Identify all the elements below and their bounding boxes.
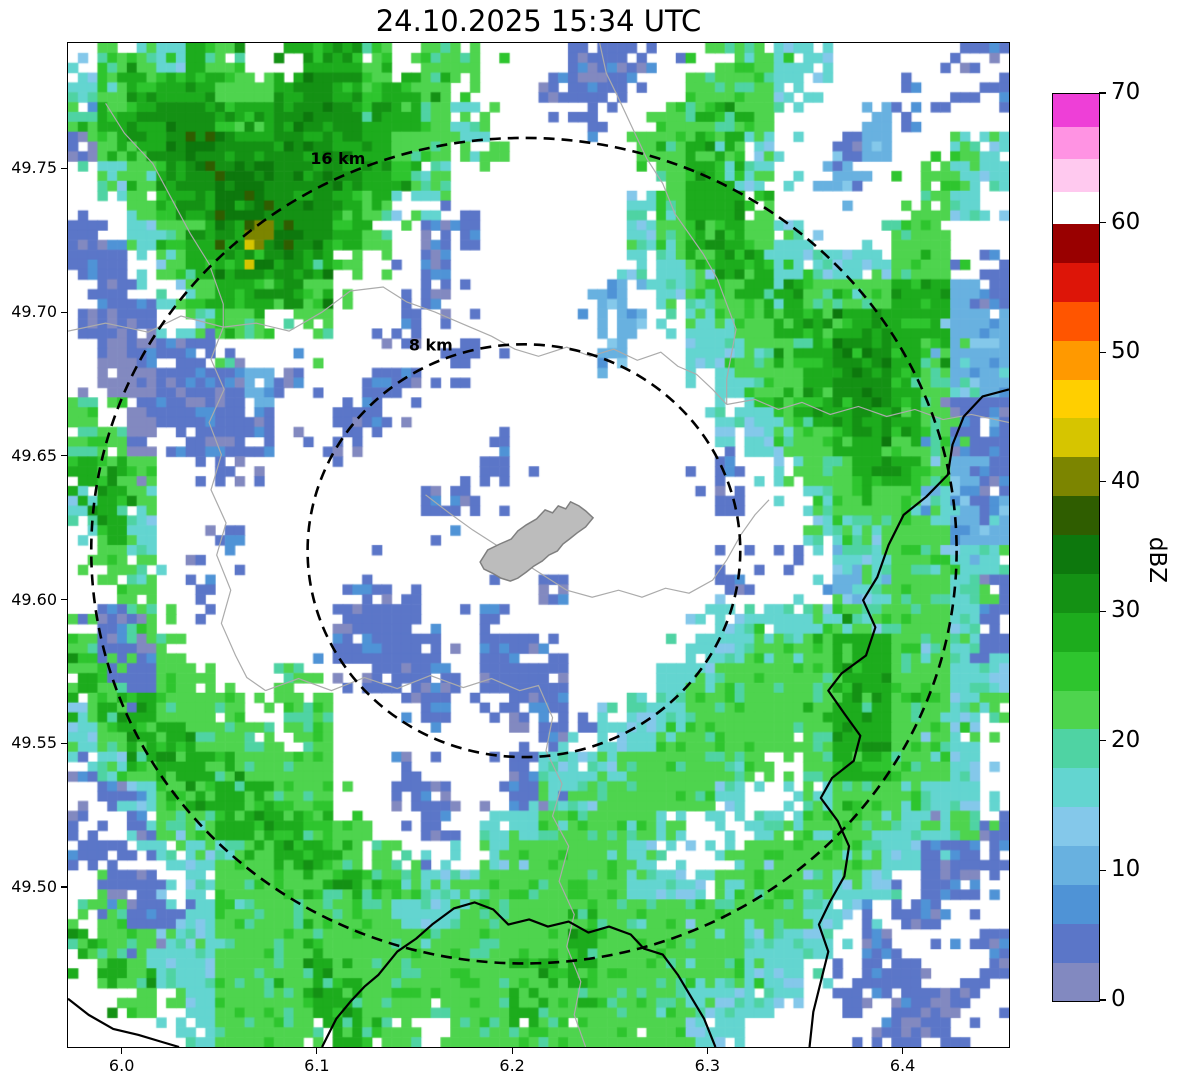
x-tick-label: 6.3 (694, 1056, 721, 1075)
radar-map-plot-area: 16 km 8 km (67, 42, 1010, 1048)
colorbar-band (1053, 534, 1099, 574)
colorbar-band (1053, 94, 1099, 127)
y-tick-mark (61, 599, 67, 601)
colorbar-band (1053, 962, 1099, 1002)
admin-boundary-line (599, 43, 737, 405)
colorbar-band (1053, 126, 1099, 160)
x-tick-label: 6.1 (304, 1056, 330, 1075)
y-tick-mark (61, 167, 67, 170)
country-border-line (68, 997, 180, 1047)
y-tick-label: 49.70 (11, 302, 57, 322)
colorbar-tick-label: 60 (1111, 208, 1141, 235)
colorbar-band (1053, 573, 1099, 613)
admin-boundary-line (105, 102, 224, 328)
country-border-line (808, 388, 1009, 1047)
colorbar-tick-label: 40 (1111, 467, 1141, 494)
colorbar-band (1053, 612, 1099, 652)
colorbar-tick-label: 50 (1111, 338, 1141, 365)
y-tick-label: 49.75 (11, 158, 57, 178)
colorbar-band (1053, 923, 1099, 963)
colorbar-band (1053, 191, 1099, 225)
range-ring-label-16km: 16 km (310, 149, 365, 168)
admin-boundary-line (68, 286, 728, 405)
colorbar-band (1053, 651, 1099, 691)
colorbar-tick-mark (1099, 610, 1106, 612)
colorbar-band (1053, 379, 1099, 419)
y-tick-label: 49.55 (11, 733, 57, 753)
colorbar-tick-mark (1099, 92, 1106, 94)
y-tick-label: 49.65 (11, 445, 57, 465)
figure-title: 24.10.2025 15:34 UTC (375, 4, 702, 38)
range-ring-8km (306, 343, 742, 759)
y-tick-mark (61, 455, 67, 457)
colorbar-tick-label: 70 (1111, 79, 1141, 105)
colorbar-tick-mark (1099, 740, 1106, 742)
colorbar-tick-label: 0 (1111, 986, 1126, 1012)
admin-boundary-line (208, 326, 266, 692)
x-tick-mark (511, 1048, 513, 1054)
x-tick-mark (902, 1048, 904, 1054)
colorbar (1052, 93, 1100, 1002)
colorbar-label: dBZ (1144, 536, 1170, 584)
colorbar-tick-label: 30 (1111, 597, 1141, 624)
colorbar-band (1053, 301, 1099, 341)
colorbar-tick-mark (1099, 481, 1106, 483)
colorbar-band (1053, 884, 1099, 924)
x-tick-label: 6.0 (108, 1056, 135, 1075)
x-tick-label: 6.2 (499, 1056, 525, 1075)
colorbar-band (1053, 417, 1099, 458)
x-tick-label: 6.4 (889, 1056, 916, 1075)
colorbar-tick-mark (1099, 869, 1106, 872)
admin-boundary-line (425, 494, 770, 598)
colorbar-tick-mark (1099, 351, 1106, 353)
colorbar-tick-mark (1099, 999, 1106, 1001)
colorbar-band (1053, 262, 1099, 302)
city-area-shape (479, 500, 595, 582)
admin-boundary-line (726, 398, 1009, 424)
colorbar-band (1053, 223, 1099, 263)
colorbar-band (1053, 767, 1099, 808)
range-ring-label-8km: 8 km (409, 335, 453, 354)
x-tick-mark (706, 1048, 708, 1054)
colorbar-tick-mark (1099, 221, 1106, 224)
colorbar-band (1053, 456, 1099, 497)
y-tick-label: 49.50 (11, 877, 57, 897)
y-tick-mark (61, 311, 67, 313)
x-tick-mark (121, 1048, 123, 1054)
admin-boundary-line (265, 674, 587, 1047)
colorbar-tick-label: 10 (1111, 856, 1141, 883)
colorbar-tick-label: 20 (1111, 726, 1141, 753)
colorbar-band (1053, 690, 1099, 730)
y-tick-mark (61, 886, 67, 888)
colorbar-band (1053, 728, 1099, 769)
colorbar-band (1053, 158, 1099, 192)
colorbar-band (1053, 495, 1099, 536)
country-border-line (321, 901, 717, 1047)
map-overlay-layer: 16 km 8 km (68, 43, 1009, 1047)
colorbar-band (1053, 340, 1099, 380)
colorbar-band (1053, 806, 1099, 846)
x-tick-mark (316, 1048, 318, 1054)
y-tick-mark (61, 742, 67, 744)
y-tick-label: 49.60 (11, 589, 57, 609)
colorbar-band (1053, 845, 1099, 885)
